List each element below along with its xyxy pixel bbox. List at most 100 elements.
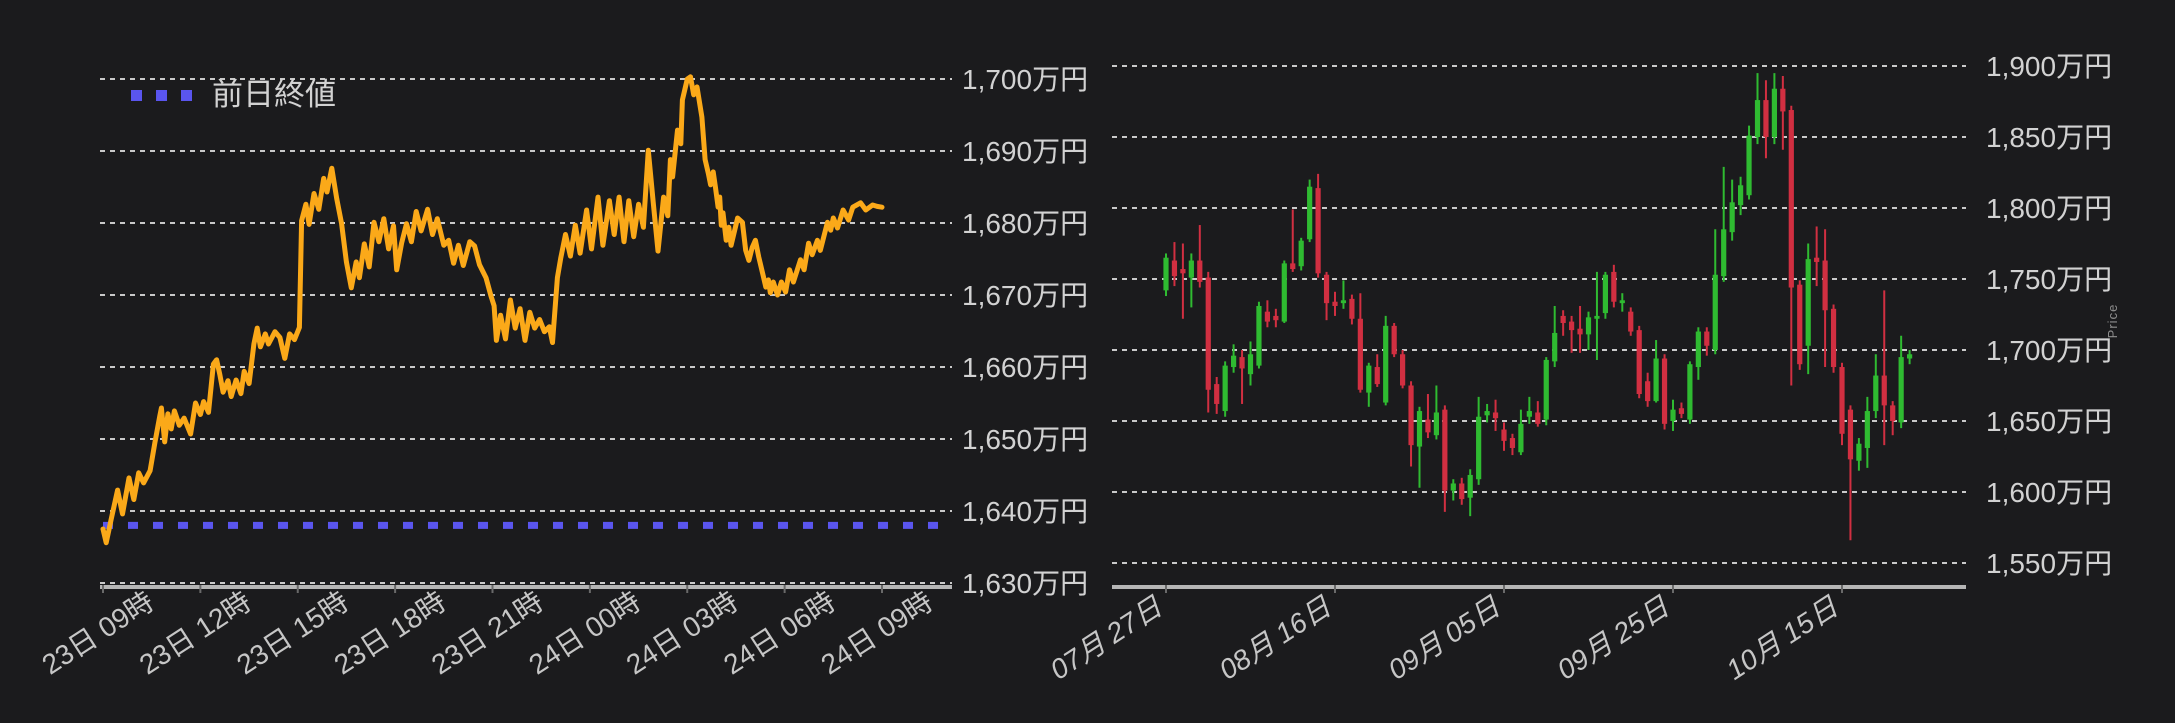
candle-down[interactable] — [1611, 271, 1617, 302]
candle-up[interactable] — [1433, 412, 1439, 436]
candle-down[interactable] — [1560, 315, 1566, 324]
candle-down[interactable] — [1391, 325, 1397, 355]
y-axis-label: 1,700万円 — [1986, 335, 2112, 366]
candle-up[interactable] — [1864, 411, 1870, 448]
candle-up[interactable] — [1222, 365, 1228, 412]
candle-up[interactable] — [1543, 359, 1549, 420]
candle-up[interactable] — [1805, 259, 1811, 346]
candle-down[interactable] — [1509, 438, 1516, 448]
candle-up[interactable] — [1340, 300, 1347, 304]
candle-down[interactable] — [1290, 263, 1296, 270]
candle-down[interactable] — [1636, 330, 1642, 395]
candle-up[interactable] — [1754, 100, 1761, 137]
candle-up[interactable] — [1163, 257, 1169, 291]
candle-up[interactable] — [1467, 474, 1473, 498]
y-axis-label: 1,680万円 — [962, 208, 1088, 239]
candle-down[interactable] — [1492, 412, 1499, 419]
candle-down[interactable] — [1704, 331, 1710, 346]
candle-down[interactable] — [1890, 405, 1896, 421]
candle-down[interactable] — [1847, 409, 1854, 460]
candle-up[interactable] — [1188, 260, 1194, 278]
candle-down[interactable] — [1814, 257, 1820, 262]
candle-up[interactable] — [1687, 364, 1693, 420]
candle-down[interactable] — [1374, 367, 1380, 385]
candle-up[interactable] — [1653, 358, 1659, 402]
candle-up[interactable] — [1383, 325, 1389, 403]
candle-down[interactable] — [1349, 298, 1355, 319]
candle-down[interactable] — [1323, 274, 1330, 304]
candle-up[interactable] — [1231, 355, 1237, 368]
candle-down[interactable] — [1400, 354, 1406, 386]
candle-up[interactable] — [1898, 357, 1904, 423]
candle-up[interactable] — [1281, 263, 1287, 322]
y-axis-label: 1,650万円 — [1986, 406, 2112, 437]
candle-up[interactable] — [1602, 274, 1608, 314]
candle-up[interactable] — [1619, 300, 1625, 304]
candle-up[interactable] — [1552, 332, 1558, 362]
candle-up[interactable] — [1518, 423, 1524, 453]
candle-down[interactable] — [1408, 385, 1414, 446]
candle-down[interactable] — [1678, 408, 1685, 414]
candle-down[interactable] — [1442, 409, 1448, 491]
candle-up[interactable] — [1695, 331, 1701, 368]
candle-down[interactable] — [1577, 328, 1583, 335]
candle-down[interactable] — [1332, 301, 1338, 306]
candle-down[interactable] — [1501, 429, 1507, 441]
candle-down[interactable] — [1822, 260, 1828, 311]
candle-down[interactable] — [1763, 100, 1769, 137]
candle-down[interactable] — [1239, 357, 1245, 369]
candle-down[interactable] — [1264, 311, 1270, 322]
candle-up[interactable] — [1771, 88, 1777, 137]
candle-down[interactable] — [1535, 412, 1541, 424]
candle-down[interactable] — [1273, 315, 1279, 321]
y-axis-label: 1,660万円 — [962, 352, 1088, 383]
candle-up[interactable] — [1450, 483, 1456, 491]
candle-up[interactable] — [1298, 240, 1304, 267]
candle-down[interactable] — [1197, 260, 1203, 282]
candle-up[interactable] — [1484, 411, 1490, 416]
candle-up[interactable] — [1670, 409, 1676, 421]
candle-up[interactable] — [1307, 186, 1313, 240]
candle-down[interactable] — [1214, 384, 1220, 404]
candle-down[interactable] — [1180, 269, 1186, 274]
candle-up[interactable] — [1907, 354, 1913, 359]
candle-up[interactable] — [1746, 135, 1752, 196]
y-axis-label: 1,550万円 — [1986, 548, 2112, 579]
candle-up[interactable] — [1873, 375, 1879, 412]
candle-down[interactable] — [1205, 277, 1211, 390]
candle-up[interactable] — [1416, 411, 1423, 447]
candle-down[interactable] — [1839, 367, 1845, 434]
legend-previous-close[interactable]: 前日終値 — [131, 76, 336, 114]
candle-up[interactable] — [1729, 202, 1735, 233]
candle-down[interactable] — [1425, 419, 1431, 433]
candle-down[interactable] — [1171, 260, 1178, 277]
candle-up[interactable] — [1721, 229, 1727, 277]
candle-up[interactable] — [1856, 443, 1862, 461]
candle-down[interactable] — [1797, 284, 1803, 365]
candle-down[interactable] — [1881, 375, 1887, 406]
candle-down[interactable] — [1459, 483, 1465, 500]
candle-down[interactable] — [1628, 311, 1634, 332]
candle-up[interactable] — [1476, 416, 1482, 480]
intraday-price-line[interactable] — [100, 74, 885, 546]
candle-down[interactable] — [1357, 318, 1363, 390]
candle-up[interactable] — [1738, 185, 1744, 206]
candle-up[interactable] — [1247, 354, 1254, 375]
previous-close-dash-swatch — [131, 89, 194, 101]
candle-down[interactable] — [1645, 381, 1651, 402]
candle-up[interactable] — [1585, 317, 1592, 335]
candle-down[interactable] — [1780, 88, 1786, 112]
candle-down[interactable] — [1830, 308, 1837, 368]
candle-up[interactable] — [1526, 411, 1532, 417]
y-axis-label: 1,690万円 — [962, 136, 1088, 167]
candle-up[interactable] — [1712, 274, 1718, 350]
candle-up[interactable] — [1366, 365, 1372, 393]
candle-down[interactable] — [1315, 188, 1321, 274]
candle-down[interactable] — [1569, 321, 1575, 331]
candle-up[interactable] — [1594, 315, 1600, 319]
candle-up[interactable] — [1256, 305, 1262, 366]
candle-down[interactable] — [1788, 110, 1794, 288]
candle-down[interactable] — [1661, 358, 1668, 424]
